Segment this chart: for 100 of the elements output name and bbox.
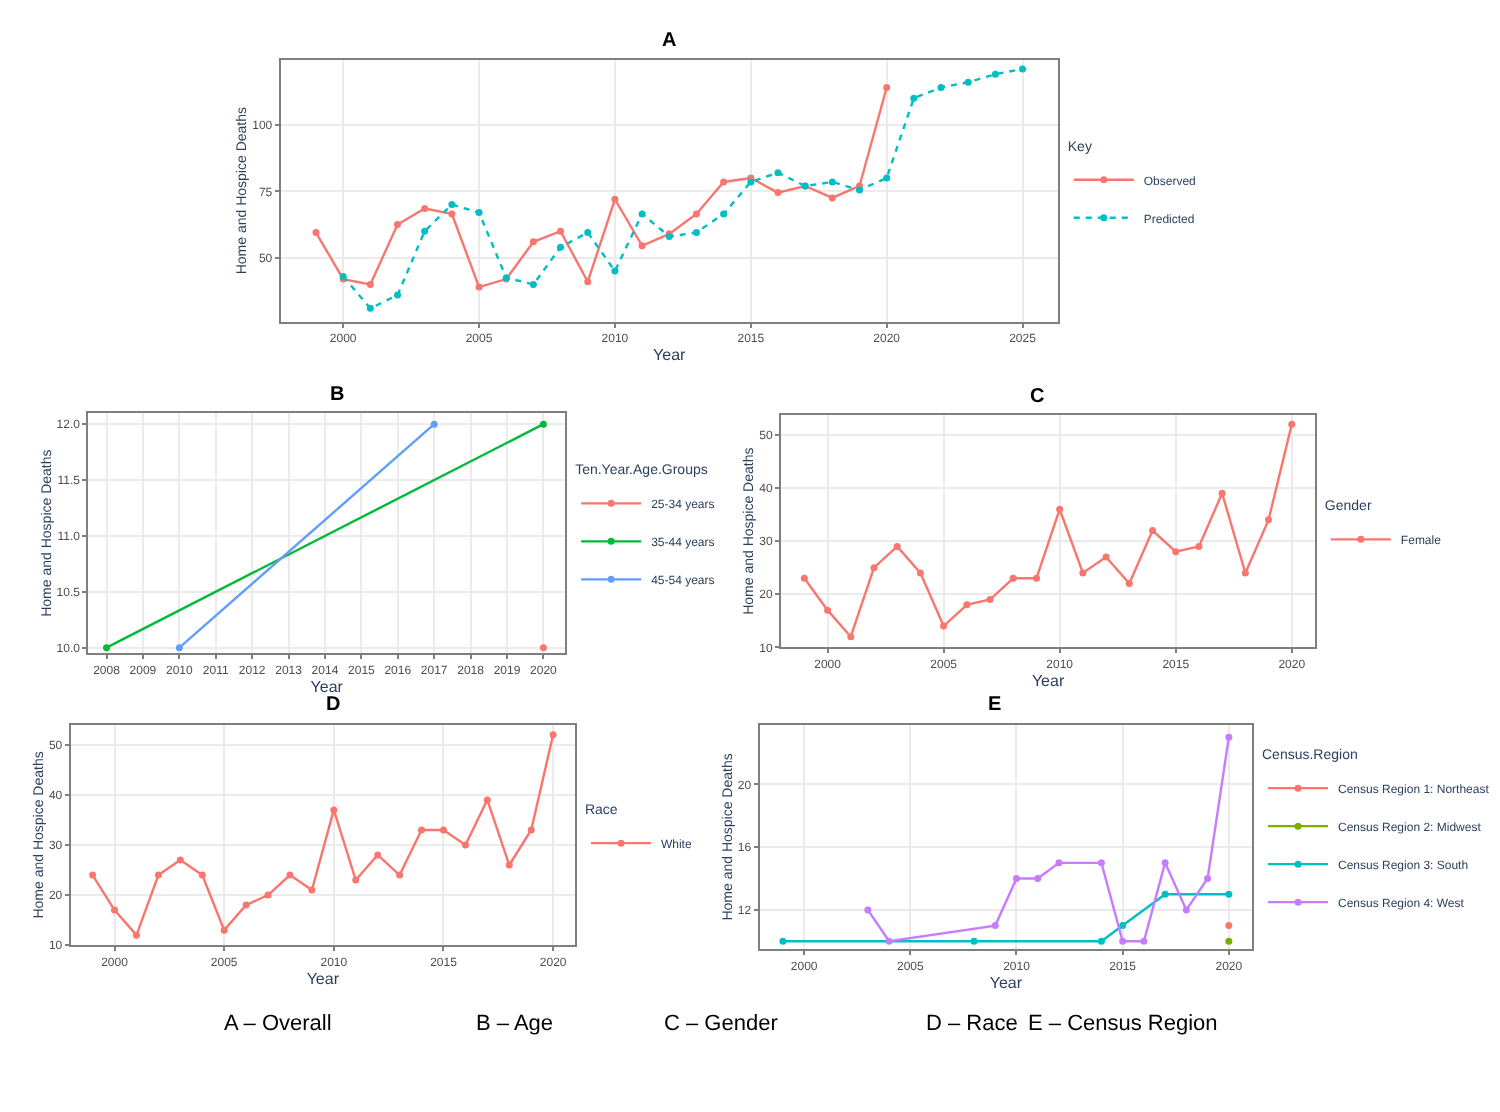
point bbox=[824, 606, 832, 614]
point bbox=[1034, 875, 1042, 883]
text: A – Overall bbox=[224, 1012, 332, 1036]
point bbox=[893, 542, 901, 550]
x-axis-title: Year bbox=[306, 969, 340, 988]
point bbox=[439, 826, 447, 834]
point bbox=[1265, 516, 1273, 524]
point bbox=[1182, 906, 1190, 914]
point bbox=[308, 886, 316, 894]
text: D – Race bbox=[926, 1012, 1018, 1036]
point bbox=[800, 574, 808, 582]
x-axis-title: Year bbox=[653, 346, 687, 365]
point bbox=[883, 174, 891, 182]
point bbox=[774, 169, 782, 177]
point bbox=[1119, 922, 1127, 930]
point bbox=[418, 826, 426, 834]
point bbox=[885, 937, 893, 945]
point bbox=[1161, 890, 1169, 898]
point bbox=[940, 622, 948, 630]
point bbox=[366, 304, 374, 312]
point bbox=[1218, 489, 1226, 497]
point bbox=[448, 201, 456, 209]
point bbox=[692, 210, 700, 218]
text: B – Age bbox=[476, 1012, 554, 1036]
point bbox=[220, 926, 228, 934]
point bbox=[584, 278, 592, 286]
point bbox=[774, 189, 782, 197]
point bbox=[111, 906, 119, 914]
point bbox=[529, 238, 537, 246]
point bbox=[970, 937, 978, 945]
point bbox=[1056, 505, 1064, 513]
point bbox=[883, 84, 891, 92]
point bbox=[89, 871, 97, 879]
point bbox=[1097, 937, 1105, 945]
x-axis-title: Year bbox=[310, 677, 344, 696]
point bbox=[527, 826, 535, 834]
point bbox=[910, 94, 918, 102]
point bbox=[963, 601, 971, 609]
chart-title: E bbox=[988, 694, 1002, 716]
point bbox=[1195, 542, 1203, 550]
point bbox=[986, 596, 994, 604]
point bbox=[1125, 580, 1133, 588]
point bbox=[176, 856, 184, 864]
point bbox=[1119, 937, 1127, 945]
point bbox=[937, 84, 945, 92]
point bbox=[584, 229, 592, 237]
point bbox=[720, 178, 728, 186]
point bbox=[421, 227, 429, 235]
point bbox=[448, 210, 456, 218]
point bbox=[394, 221, 402, 229]
point bbox=[557, 227, 565, 235]
point bbox=[864, 906, 872, 914]
point bbox=[505, 861, 513, 869]
point bbox=[991, 70, 999, 78]
point bbox=[1204, 875, 1212, 883]
point bbox=[1225, 733, 1233, 741]
chart-title: D bbox=[326, 694, 341, 716]
point bbox=[396, 871, 404, 879]
point bbox=[549, 731, 557, 739]
point bbox=[421, 205, 429, 213]
point bbox=[1079, 569, 1087, 577]
point bbox=[1288, 420, 1296, 428]
point bbox=[557, 243, 565, 251]
point bbox=[611, 267, 619, 275]
point bbox=[1013, 875, 1020, 883]
point bbox=[1097, 859, 1105, 867]
point bbox=[828, 178, 836, 186]
x-axis-title: Year bbox=[1031, 671, 1065, 690]
point bbox=[638, 242, 646, 250]
point bbox=[154, 871, 162, 879]
point bbox=[483, 796, 491, 804]
point bbox=[461, 841, 469, 849]
point bbox=[779, 937, 787, 945]
point bbox=[352, 876, 360, 884]
point bbox=[132, 931, 140, 939]
point bbox=[198, 871, 206, 879]
point bbox=[286, 871, 294, 879]
point bbox=[475, 209, 483, 217]
point bbox=[330, 806, 338, 814]
point bbox=[1161, 859, 1169, 867]
point bbox=[1140, 937, 1148, 945]
point bbox=[242, 901, 250, 909]
point bbox=[847, 633, 855, 641]
point bbox=[916, 569, 924, 577]
text: E – Census Region bbox=[1028, 1012, 1218, 1036]
chart-title: B bbox=[330, 384, 345, 406]
point bbox=[991, 922, 999, 930]
point bbox=[264, 891, 272, 899]
text: C – Gender bbox=[664, 1012, 779, 1036]
point bbox=[692, 229, 700, 237]
point bbox=[1225, 890, 1233, 898]
point bbox=[1055, 859, 1063, 867]
point bbox=[529, 280, 537, 288]
x-axis-title: Year bbox=[989, 973, 1023, 992]
point bbox=[1102, 553, 1110, 561]
point bbox=[475, 283, 483, 291]
point bbox=[1149, 526, 1157, 534]
point bbox=[1019, 65, 1027, 73]
point bbox=[638, 210, 646, 218]
point bbox=[828, 194, 836, 202]
